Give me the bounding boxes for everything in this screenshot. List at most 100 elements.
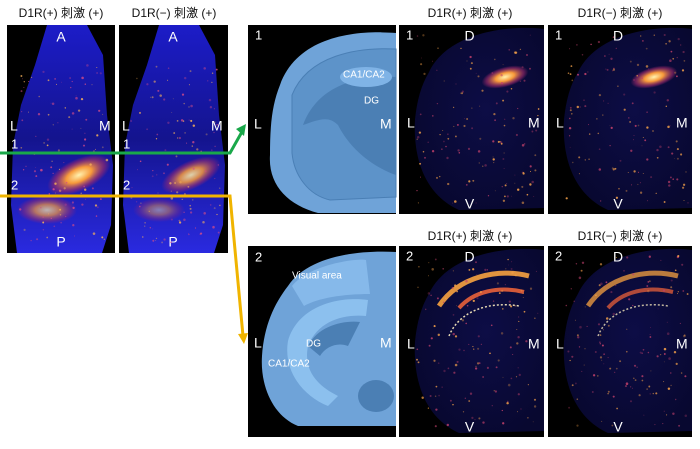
speckle	[40, 168, 43, 172]
speckle	[615, 367, 618, 370]
speckle	[452, 403, 454, 406]
speckle	[605, 317, 609, 320]
speckle	[612, 168, 615, 171]
speckle	[649, 333, 651, 335]
speckle	[428, 262, 430, 264]
speckle	[437, 333, 441, 337]
speckle	[639, 191, 643, 194]
speckle	[167, 67, 170, 69]
speckle	[576, 105, 580, 109]
speckle	[442, 129, 444, 131]
speckle	[623, 93, 626, 96]
speckle	[152, 169, 154, 172]
ca-region	[340, 67, 392, 87]
speckle	[135, 201, 138, 203]
axis-label: P	[168, 234, 177, 250]
horizontal-section-panel: A L M 1 2 P	[119, 25, 228, 253]
speckle	[627, 171, 629, 174]
speckle	[447, 182, 450, 186]
speckle	[482, 421, 485, 424]
speckle	[494, 390, 498, 393]
speckle	[654, 424, 656, 426]
speckle	[577, 73, 579, 76]
speckle	[570, 65, 573, 68]
speckle	[462, 411, 465, 413]
speckle	[205, 133, 208, 136]
speckle	[70, 86, 72, 89]
speckle	[103, 238, 106, 240]
speckle	[535, 129, 538, 132]
speckle	[631, 102, 634, 105]
column-header: D1R(+) 刺激 (+)	[428, 5, 513, 20]
axis-label: M	[528, 336, 540, 352]
speckle	[674, 398, 677, 401]
speckle	[502, 158, 505, 160]
speckle	[500, 142, 503, 145]
speckle	[53, 188, 55, 191]
speckle	[672, 412, 675, 416]
region-label: CA1/CA2	[343, 70, 385, 81]
speckle	[447, 133, 449, 135]
speckle	[42, 229, 45, 231]
speckle	[43, 142, 45, 144]
speckle	[636, 75, 638, 77]
speckle	[93, 150, 95, 152]
speckle	[674, 158, 675, 159]
speckle	[208, 98, 212, 102]
speckle	[417, 286, 419, 289]
speckle	[584, 348, 586, 350]
atlas-diagram: 1 L M CA1/CA2 DG	[248, 25, 397, 214]
speckle	[522, 172, 525, 175]
speckle	[442, 267, 445, 270]
speckle	[510, 81, 512, 82]
arrow-head	[236, 124, 246, 136]
speckle	[30, 239, 32, 242]
speckle	[516, 188, 520, 191]
speckle	[454, 200, 457, 203]
speckle	[466, 60, 468, 62]
speckle	[506, 182, 508, 184]
speckle	[95, 215, 98, 217]
speckle	[20, 75, 23, 77]
speckle	[468, 180, 471, 183]
speckle	[138, 205, 141, 208]
speckle	[21, 78, 24, 80]
speckle	[517, 393, 520, 396]
speckle	[599, 263, 603, 266]
speckle	[568, 406, 571, 409]
axis-label: M	[99, 118, 111, 134]
speckle	[190, 119, 193, 122]
speckle	[166, 163, 169, 166]
speckle	[652, 392, 654, 395]
speckle	[424, 156, 426, 159]
speckle	[575, 263, 578, 265]
line-number: 1	[123, 136, 130, 151]
thalamus-region	[358, 380, 394, 412]
column-header: D1R(−) 刺激 (+)	[132, 5, 217, 20]
speckle	[447, 137, 450, 140]
speckle	[602, 114, 604, 116]
speckle	[520, 289, 523, 292]
speckle	[506, 195, 509, 198]
speckle	[452, 106, 455, 109]
speckle	[615, 257, 617, 259]
speckle	[617, 85, 619, 87]
speckle	[527, 384, 529, 386]
speckle	[584, 159, 586, 161]
speckle	[487, 195, 490, 197]
speckle	[662, 289, 666, 292]
speckle	[189, 211, 193, 214]
speckle	[60, 222, 62, 224]
speckle	[515, 376, 518, 378]
speckle	[612, 395, 615, 398]
axis-label: D	[464, 249, 474, 265]
speckle	[73, 235, 76, 237]
speckle	[670, 279, 673, 282]
speckle	[35, 135, 37, 138]
speckle	[178, 221, 182, 224]
speckle	[597, 40, 601, 44]
axis-label: M	[676, 336, 688, 352]
speckle	[656, 148, 659, 152]
speckle	[57, 122, 59, 124]
speckle	[83, 185, 86, 188]
